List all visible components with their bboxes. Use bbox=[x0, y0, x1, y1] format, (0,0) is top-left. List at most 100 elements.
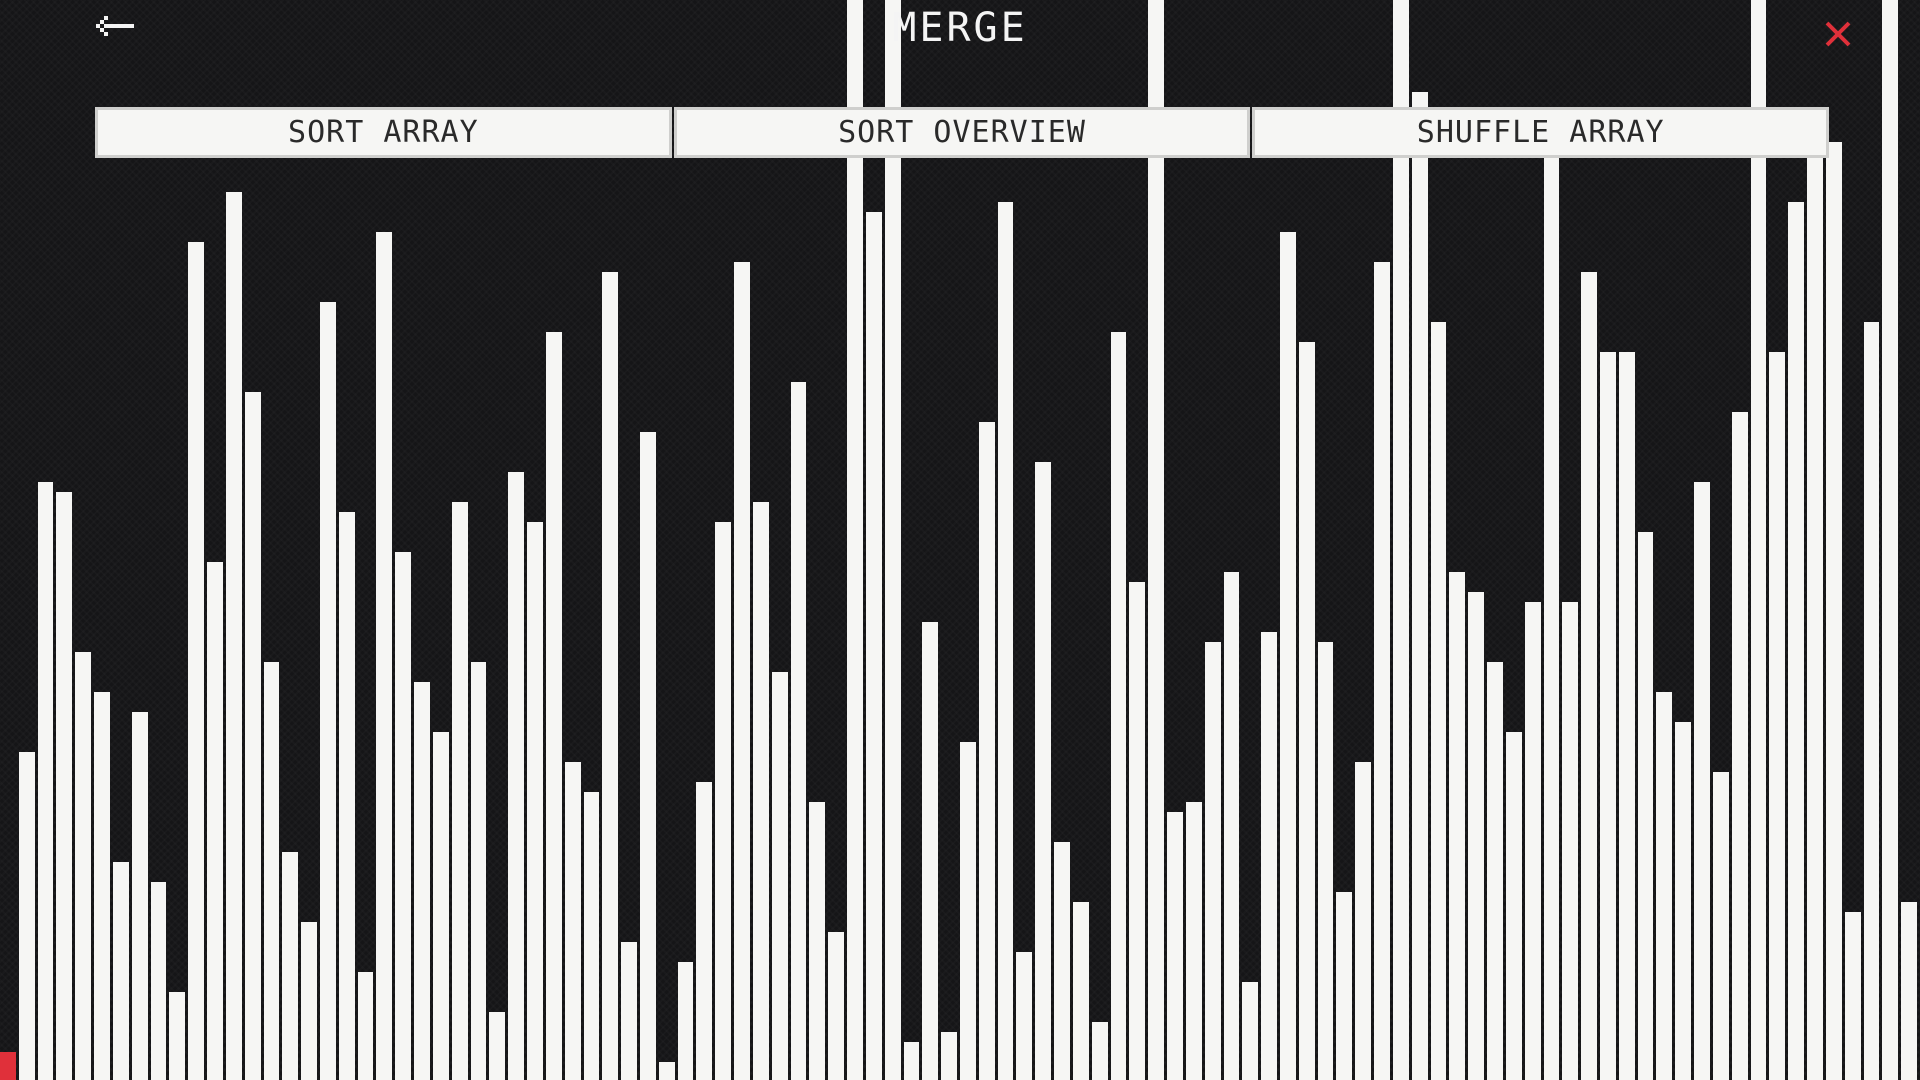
array-bar bbox=[1562, 602, 1579, 1080]
array-bar bbox=[903, 1042, 920, 1080]
close-button[interactable] bbox=[1822, 18, 1862, 58]
array-bar bbox=[357, 972, 374, 1080]
array-bar bbox=[1298, 342, 1315, 1080]
array-bar bbox=[583, 792, 600, 1080]
page-title: MERGE bbox=[892, 5, 1028, 51]
array-bar bbox=[1167, 812, 1183, 1080]
back-button[interactable] bbox=[92, 6, 152, 56]
array-bar bbox=[432, 732, 449, 1080]
array-bar bbox=[282, 852, 299, 1080]
array-bar bbox=[489, 1012, 506, 1080]
array-bar bbox=[715, 522, 732, 1080]
array-bar bbox=[1731, 412, 1748, 1080]
array-bar bbox=[640, 432, 656, 1080]
sort-overview-button[interactable]: SORT OVERVIEW bbox=[673, 107, 1251, 158]
array-bar bbox=[1750, 0, 1767, 1080]
array-bar bbox=[1110, 332, 1127, 1080]
array-bar bbox=[1016, 952, 1033, 1080]
array-bar bbox=[244, 392, 261, 1080]
array-bar bbox=[1430, 322, 1447, 1080]
array-bar bbox=[790, 382, 807, 1080]
array-bar bbox=[414, 682, 430, 1080]
array-bar bbox=[1242, 982, 1259, 1080]
array-bar bbox=[527, 522, 543, 1080]
array-bar bbox=[1280, 232, 1296, 1080]
array-bar bbox=[696, 782, 713, 1080]
array-bar bbox=[1223, 572, 1240, 1080]
array-bar bbox=[1317, 642, 1334, 1080]
array-bar bbox=[1694, 482, 1710, 1080]
array-bar bbox=[1392, 0, 1409, 1080]
array-bar bbox=[1185, 802, 1202, 1080]
array-bar bbox=[1882, 0, 1899, 1080]
array-bar bbox=[1336, 892, 1353, 1080]
array-bar bbox=[1600, 352, 1616, 1080]
back-arrow-icon bbox=[96, 16, 134, 36]
array-bar bbox=[602, 272, 619, 1080]
array-bar bbox=[809, 802, 826, 1080]
array-bar bbox=[1788, 202, 1805, 1080]
array-bar bbox=[1825, 142, 1842, 1080]
array-bar bbox=[338, 512, 355, 1080]
array-bar bbox=[225, 192, 242, 1080]
array-bar bbox=[1261, 632, 1277, 1080]
array-bar bbox=[131, 712, 148, 1080]
array-bar bbox=[451, 502, 468, 1080]
array-bar bbox=[1543, 152, 1560, 1080]
array-bar bbox=[1524, 602, 1541, 1080]
sort-array-button[interactable]: SORT ARRAY bbox=[95, 107, 672, 158]
array-bar bbox=[1675, 722, 1692, 1080]
array-bar bbox=[922, 622, 939, 1080]
array-bar bbox=[470, 662, 487, 1080]
array-bar bbox=[1505, 732, 1522, 1080]
array-bar bbox=[376, 232, 393, 1080]
array-bar bbox=[564, 762, 581, 1080]
array-bar bbox=[828, 932, 845, 1080]
array-bar bbox=[263, 662, 280, 1080]
toolbar: SORT ARRAY SORT OVERVIEW SHUFFLE ARRAY bbox=[95, 107, 1830, 158]
array-bar bbox=[658, 1062, 675, 1080]
close-icon bbox=[1825, 21, 1851, 47]
array-bar bbox=[771, 672, 788, 1080]
array-bar bbox=[1072, 902, 1089, 1080]
array-bar bbox=[94, 692, 110, 1080]
array-bar bbox=[150, 882, 167, 1080]
array-bar bbox=[75, 652, 92, 1080]
array-bar bbox=[301, 922, 317, 1080]
array-bar bbox=[545, 332, 562, 1080]
array-bar bbox=[1637, 532, 1654, 1080]
array-bar bbox=[1449, 572, 1466, 1080]
array-bar bbox=[1863, 322, 1880, 1080]
array-bar bbox=[941, 1032, 957, 1080]
array-bar bbox=[320, 302, 336, 1080]
array-bar bbox=[112, 862, 129, 1080]
array-bar bbox=[621, 942, 637, 1080]
array-bar bbox=[1054, 842, 1070, 1080]
array-bar bbox=[508, 472, 525, 1080]
array-bar bbox=[1091, 1022, 1108, 1080]
array-bar bbox=[1581, 272, 1597, 1080]
array-bar bbox=[1355, 762, 1372, 1080]
array-bar bbox=[1374, 262, 1390, 1080]
array-bar bbox=[884, 0, 901, 1080]
array-bar bbox=[1844, 912, 1861, 1080]
array-bar bbox=[677, 962, 694, 1080]
array-bar bbox=[395, 552, 412, 1080]
array-bar bbox=[18, 752, 35, 1080]
array-bar bbox=[1656, 692, 1673, 1080]
array-bar bbox=[752, 502, 769, 1080]
array-bar bbox=[188, 242, 205, 1080]
array-bar bbox=[1901, 902, 1917, 1080]
array-bar bbox=[1487, 662, 1503, 1080]
array-bar bbox=[37, 482, 54, 1080]
array-bar bbox=[997, 202, 1014, 1080]
array-bar bbox=[56, 492, 73, 1080]
array-bar bbox=[1618, 352, 1635, 1080]
array-bar bbox=[1468, 592, 1485, 1080]
array-bar bbox=[1807, 152, 1823, 1080]
shuffle-array-button[interactable]: SHUFFLE ARRAY bbox=[1252, 107, 1830, 158]
array-bar bbox=[978, 422, 995, 1080]
array-bar bbox=[1712, 772, 1729, 1080]
array-bar bbox=[734, 262, 750, 1080]
